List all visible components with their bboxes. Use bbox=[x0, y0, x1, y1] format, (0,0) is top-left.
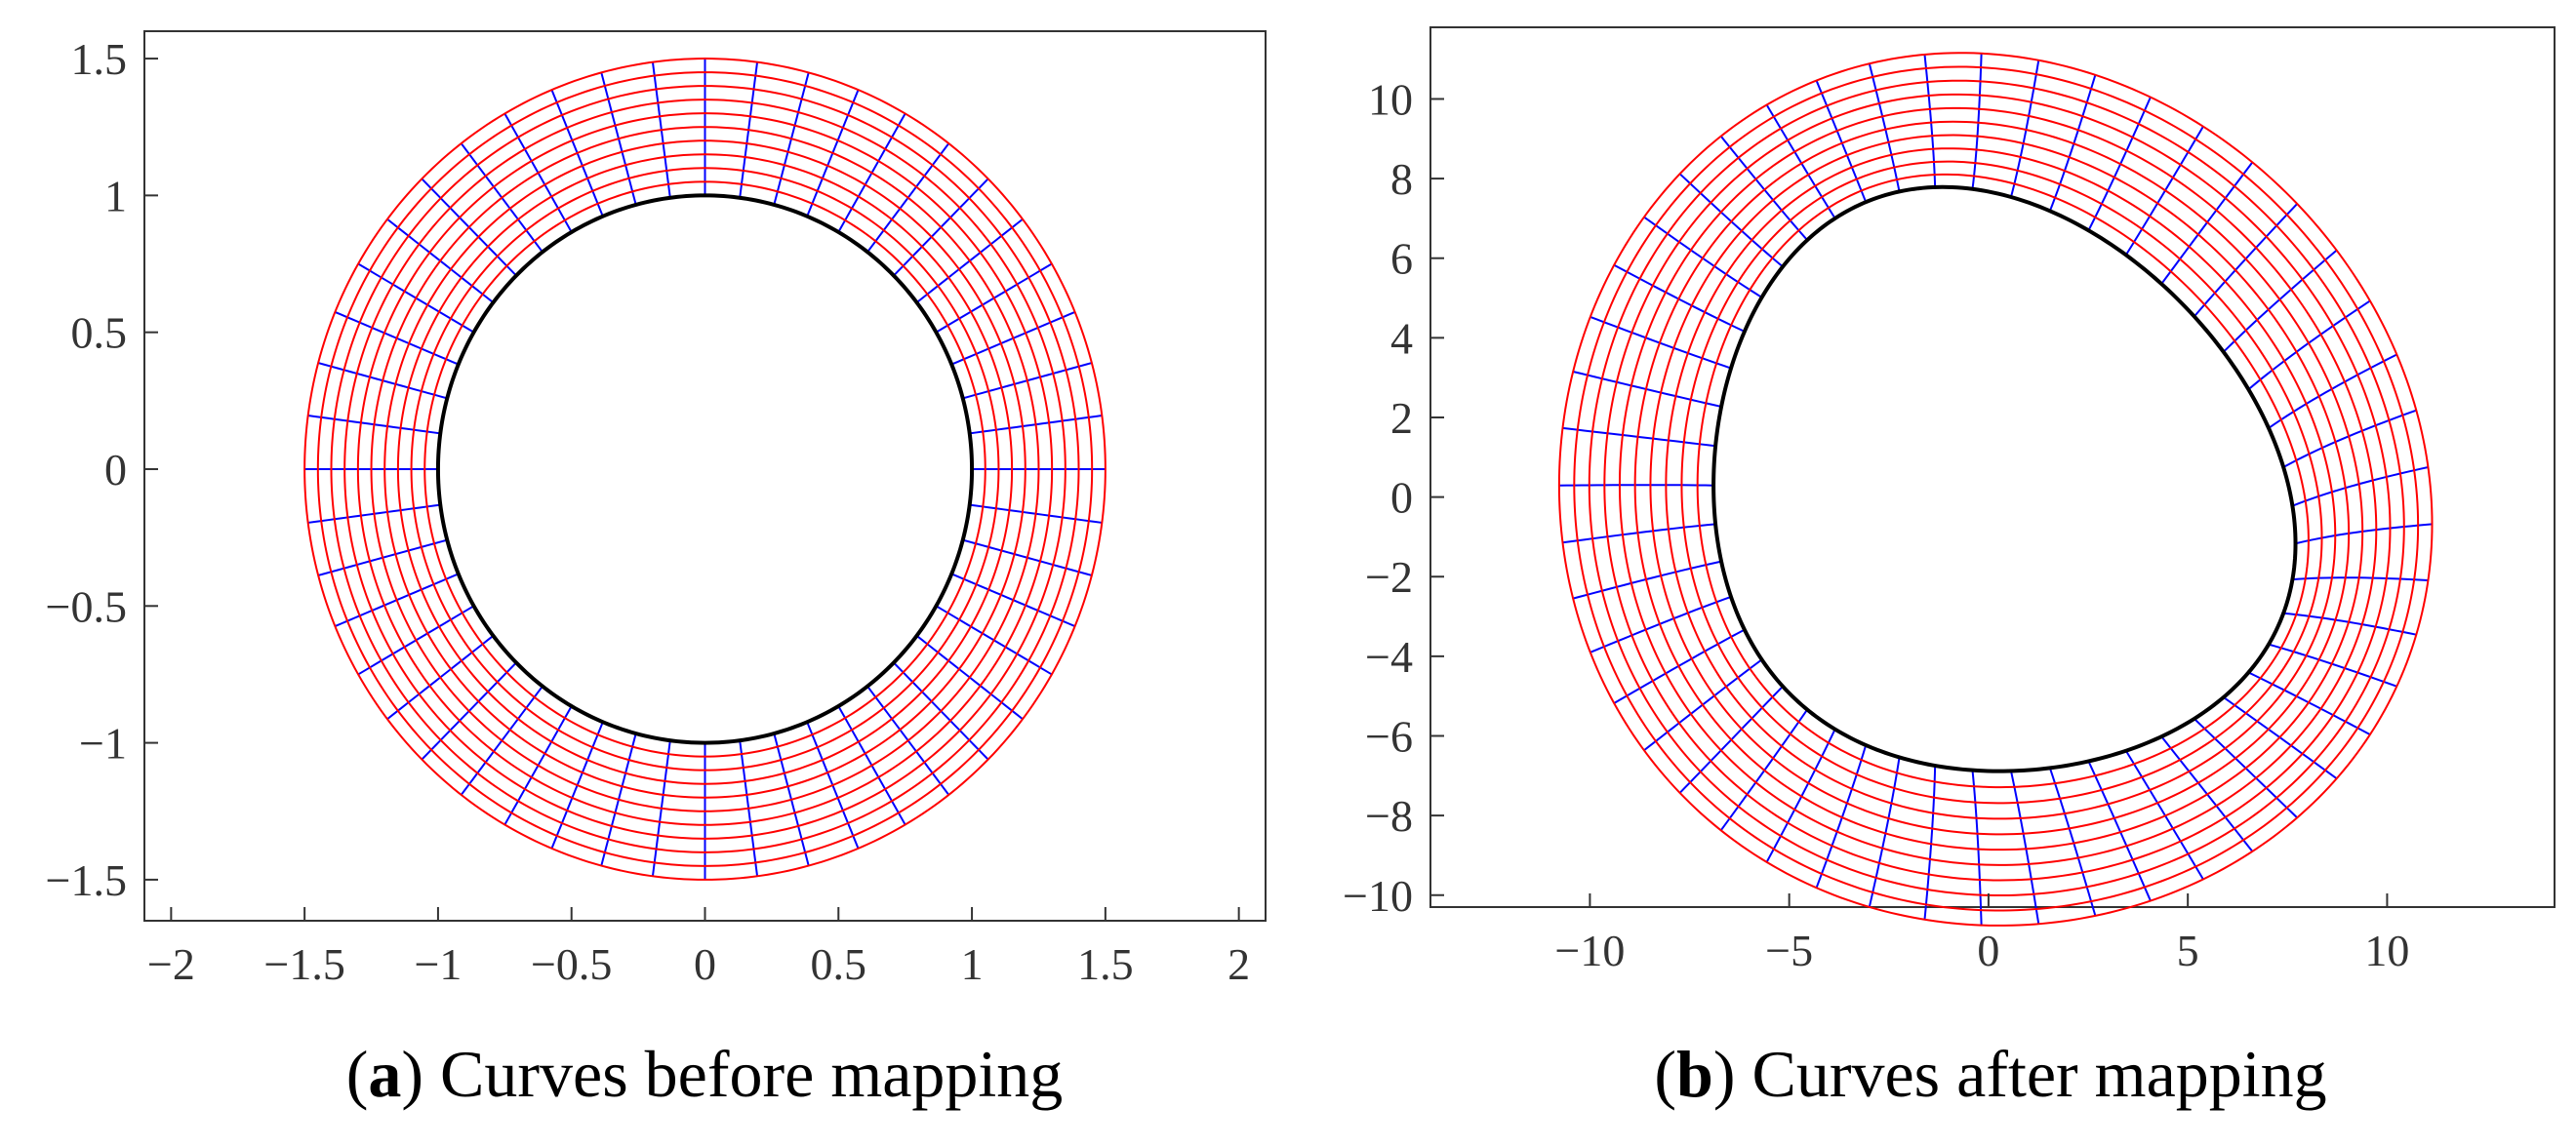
grid-curve bbox=[1696, 173, 2310, 789]
grid-curve bbox=[1557, 52, 2434, 927]
caption-a: (a) Curves before mapping bbox=[345, 1037, 1064, 1111]
x-tick-label: 0 bbox=[694, 939, 716, 989]
y-tick-label: 2 bbox=[1390, 393, 1413, 443]
y-tick-label: 10 bbox=[1368, 74, 1413, 124]
grid-curve bbox=[1573, 65, 2420, 912]
y-tick-label: 4 bbox=[1390, 313, 1413, 363]
x-tick-label: −10 bbox=[1554, 926, 1625, 975]
grid-curve bbox=[383, 139, 1026, 799]
grid-curve bbox=[1618, 106, 2378, 866]
caption-a-letter: a bbox=[368, 1037, 402, 1111]
y-tick-label: −1 bbox=[79, 719, 127, 769]
radial-line bbox=[2048, 768, 2097, 917]
x-tick-label: −1 bbox=[414, 939, 462, 989]
grid-curve bbox=[370, 126, 1040, 812]
radial-line bbox=[1923, 54, 1937, 187]
grid-curve bbox=[316, 71, 1094, 867]
grid-curve bbox=[436, 194, 974, 744]
grid-curve bbox=[343, 99, 1067, 840]
radial-line bbox=[2292, 576, 2429, 581]
y-tick-label: −2 bbox=[1365, 552, 1413, 602]
y-tick-label: 0 bbox=[1390, 473, 1413, 523]
y-tick-label: 1.5 bbox=[71, 34, 128, 84]
x-tick-label: 0.5 bbox=[811, 939, 867, 989]
panel-b: −10 −5 0 5 10 −10 −8 −6 −4 −2 0 2 4 6 8 10 bbox=[1343, 26, 2556, 975]
y-tick-label: −6 bbox=[1365, 711, 1413, 761]
grid-curve bbox=[1633, 120, 2364, 851]
x-tick-label: 5 bbox=[2177, 926, 2199, 975]
y-tick-label: −1.5 bbox=[46, 855, 127, 905]
x-tick-label: 2 bbox=[1228, 939, 1250, 989]
grid-curve bbox=[423, 180, 986, 758]
grid-curve bbox=[356, 112, 1054, 826]
caption-b-letter: b bbox=[1676, 1037, 1713, 1111]
y-tick-label: −8 bbox=[1365, 791, 1413, 841]
grid-curve bbox=[396, 153, 1014, 785]
x-tick-label: 1.5 bbox=[1077, 939, 1134, 989]
axes-frame bbox=[1429, 26, 2556, 908]
grid-curve bbox=[1649, 134, 2351, 836]
caption-b: (b) Curves after mapping bbox=[1654, 1037, 2327, 1111]
x-tick-label: 10 bbox=[2364, 926, 2409, 975]
y-tick-label: 1 bbox=[104, 171, 127, 220]
inner-boundary bbox=[1711, 184, 2298, 773]
caption-b-text: Curves after mapping bbox=[1751, 1037, 2327, 1111]
radial-line bbox=[1815, 80, 1868, 203]
y-tick-label: 6 bbox=[1390, 234, 1413, 284]
grid-curve bbox=[1665, 147, 2337, 820]
y-tick-label: −10 bbox=[1343, 871, 1413, 921]
caption-a-text: Curves before mapping bbox=[440, 1037, 1064, 1111]
x-tick-label: 1 bbox=[961, 939, 984, 989]
grid-curve bbox=[410, 167, 1000, 772]
radial-line bbox=[2268, 643, 2397, 688]
radial-line bbox=[1971, 770, 1983, 926]
x-tick-label: −1.5 bbox=[263, 939, 344, 989]
grid-curve bbox=[303, 58, 1107, 881]
grid-curve bbox=[1712, 185, 2297, 772]
y-tick-label: −4 bbox=[1365, 632, 1413, 682]
x-tick-label: −0.5 bbox=[531, 939, 612, 989]
grid-curve bbox=[1603, 93, 2392, 882]
grid-curve bbox=[1588, 79, 2405, 897]
x-tick-label: −2 bbox=[147, 939, 195, 989]
y-tick-label: 0.5 bbox=[71, 308, 128, 358]
grid-curve bbox=[330, 85, 1080, 853]
radial-line bbox=[2295, 523, 2433, 545]
inner-boundary bbox=[435, 193, 975, 745]
x-tick-label: 0 bbox=[1977, 926, 1999, 975]
grid-curve bbox=[1680, 160, 2323, 805]
radial-line bbox=[1971, 53, 1983, 189]
y-tick-label: 0 bbox=[104, 445, 127, 495]
y-tick-label: 8 bbox=[1390, 154, 1413, 204]
y-tick-label: −0.5 bbox=[46, 581, 127, 631]
radial-line bbox=[1572, 370, 1722, 408]
x-tick-label: −5 bbox=[1765, 926, 1813, 975]
panel-a: −2 −1.5 −1 −0.5 0 0.5 1 1.5 2 −1.5 −1 −0.5 0 0.5 1 1.5 bbox=[46, 30, 1267, 989]
